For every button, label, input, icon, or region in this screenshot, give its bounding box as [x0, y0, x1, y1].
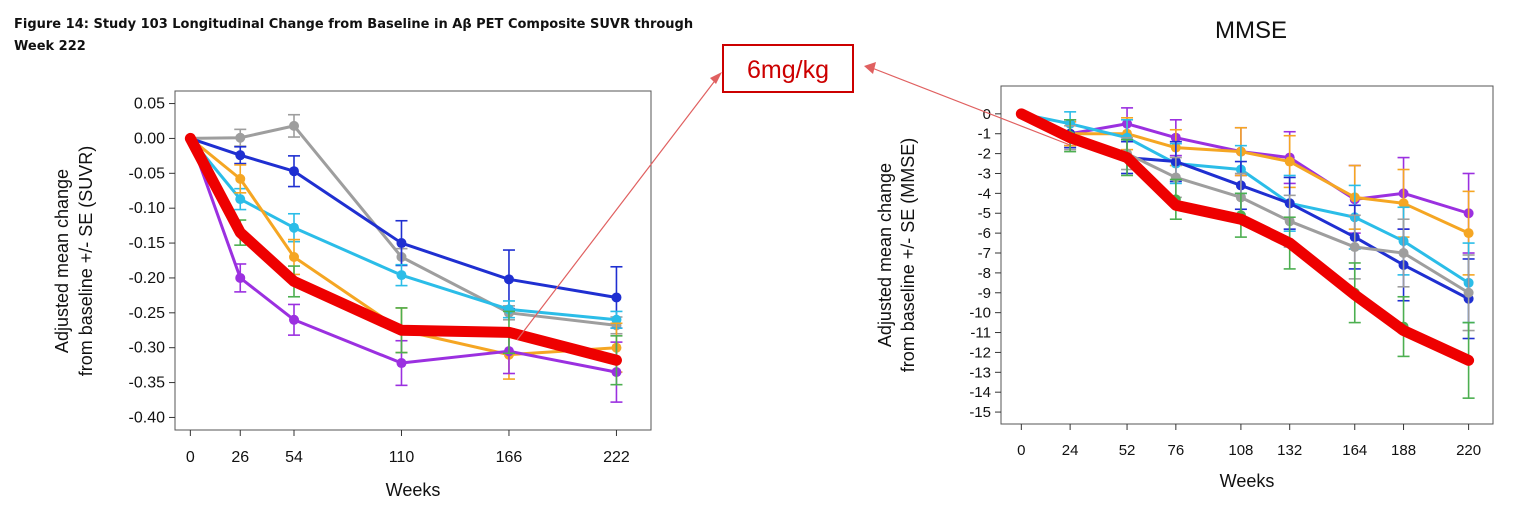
x-tick-label: 54	[285, 449, 303, 466]
series-line-gray	[190, 124, 617, 327]
mmse-chart: MMSE 0 -1 -2 -3 -4 -5 -6 -7 -8 -9 -10 -11 -12 -13 -14 -1…	[875, 17, 1494, 491]
data-point	[289, 252, 299, 263]
y-tick-label: -7	[978, 245, 991, 262]
data-point	[1398, 198, 1409, 209]
data-point	[235, 272, 246, 283]
y-tick-label: -3	[978, 165, 991, 182]
x-tick-label: 166	[496, 449, 523, 466]
series-6mg-kg	[1015, 108, 1475, 366]
y-tick-label: -9	[978, 285, 991, 302]
x-tick-label: 110	[389, 449, 415, 466]
callout-box	[722, 44, 854, 93]
data-point	[396, 358, 407, 369]
chart-title: MMSE	[1215, 17, 1287, 44]
data-point	[1349, 242, 1360, 253]
series-line-6mg-kg	[1015, 108, 1475, 366]
y-tick-label: -15	[969, 404, 991, 421]
x-tick-label: 24	[1062, 442, 1079, 459]
y-tick-label: -8	[978, 265, 991, 282]
x-tick-label: 164	[1342, 442, 1367, 459]
plot-frame	[1000, 85, 1494, 425]
y-tick-label: -0.30	[129, 340, 166, 357]
y-tick-label: -0.25	[129, 305, 166, 322]
y-tick-label: -0.20	[129, 270, 166, 287]
y-tick-label: -1	[978, 126, 991, 143]
suvr-chart: 0.05 0.00 -0.05 -0.10 -0.15 -0.20 -0.25 -0.30 -0…	[52, 90, 652, 500]
data-point	[289, 166, 299, 177]
y-tick-label: -2	[978, 146, 991, 163]
y-axis-label-line1: Adjusted mean change	[875, 163, 895, 347]
data-point	[1463, 287, 1474, 298]
dose-callout: 6mg/kg	[516, 44, 1071, 341]
figure-title-line1: Figure 14: Study 103 Longitudinal Change…	[14, 17, 693, 32]
y-tick-label: -14	[969, 384, 991, 401]
y-tick-label: -10	[969, 305, 991, 322]
y-tick-label: 0.05	[134, 96, 165, 113]
data-point	[235, 173, 246, 184]
callout-arrowhead-left	[710, 72, 722, 84]
data-point	[396, 238, 407, 249]
data-point	[1463, 228, 1474, 239]
y-tick-label: -5	[978, 205, 991, 222]
callout-label: 6mg/kg	[747, 56, 829, 84]
series-line-cyan	[189, 137, 617, 322]
x-tick-label: 188	[1391, 442, 1416, 459]
y-axis-label-line2: from baseline +/- SE (SUVR)	[76, 146, 96, 377]
data-point	[396, 270, 407, 281]
series-line-blue	[189, 137, 617, 299]
x-tick-label: 26	[231, 449, 249, 466]
y-tick-label: -4	[978, 185, 991, 202]
y-tick-label: -0.35	[129, 375, 166, 392]
x-tick-label: 220	[1456, 442, 1481, 459]
y-tick-label: 0.00	[134, 130, 165, 147]
x-tick-label: 108	[1228, 442, 1253, 459]
plot-frame	[174, 90, 652, 431]
x-tick-label: 76	[1167, 442, 1184, 459]
data-point	[611, 314, 622, 325]
x-tick-label: 52	[1119, 442, 1136, 459]
data-point	[1284, 156, 1295, 167]
data-point	[235, 194, 246, 205]
y-tick-label: -11	[970, 325, 991, 342]
y-tick-label: -0.05	[129, 165, 166, 182]
y-tick-label: -6	[978, 225, 991, 242]
series-purple	[185, 133, 623, 403]
y-tick-label: -0.40	[129, 409, 166, 426]
y-tick-label: -13	[969, 364, 991, 381]
x-tick-label: 132	[1277, 442, 1302, 459]
x-tick-label: 0	[186, 449, 195, 466]
y-axis-label-line2: from baseline +/- SE (MMSE)	[898, 138, 918, 373]
series-blue	[185, 133, 623, 329]
callout-arrowhead-right	[864, 62, 876, 74]
data-point	[289, 222, 299, 233]
data-point	[235, 150, 246, 161]
data-point	[611, 292, 622, 303]
data-point	[289, 314, 299, 325]
series-line-purple	[188, 137, 617, 374]
x-axis-label: Weeks	[1220, 471, 1275, 491]
y-tick-label: -0.15	[129, 235, 166, 252]
series-6mg-kg	[184, 132, 622, 366]
y-axis-label-line1: Adjusted mean change	[52, 169, 72, 353]
series-purple	[1016, 107, 1475, 254]
x-axis-label: Weeks	[386, 480, 441, 500]
data-point	[289, 120, 299, 131]
series-line-6mg-kg	[184, 132, 622, 366]
series-gray	[185, 113, 623, 335]
figure-title-line2: Week 222	[14, 39, 86, 54]
data-point	[1398, 248, 1409, 259]
y-tick-label: 0	[983, 106, 991, 123]
callout-arrow-left	[516, 77, 718, 341]
x-tick-label: 0	[1017, 442, 1025, 459]
data-point	[503, 274, 514, 285]
callout-arrow-right	[871, 67, 1071, 146]
data-point	[235, 132, 246, 143]
x-tick-label: 222	[603, 449, 630, 466]
y-tick-label: -0.10	[129, 200, 166, 217]
series-cyan	[185, 133, 623, 329]
y-tick-label: -12	[969, 344, 991, 361]
